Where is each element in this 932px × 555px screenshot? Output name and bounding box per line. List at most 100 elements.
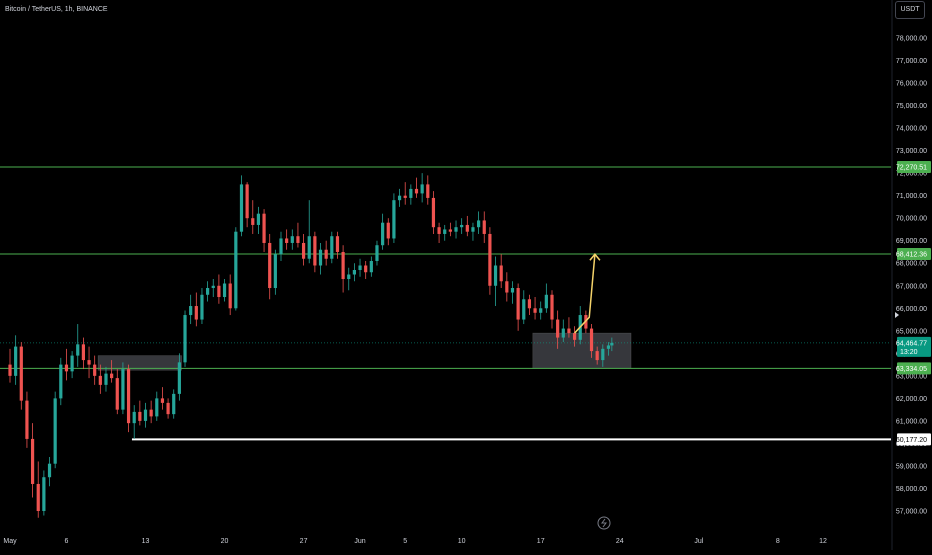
- zone-rect[interactable]: [532, 332, 632, 369]
- candle-body: [409, 188, 413, 198]
- candle-body: [285, 238, 289, 243]
- candle: [172, 389, 176, 419]
- candle: [437, 222, 441, 243]
- candle-body: [499, 265, 503, 282]
- candle-body: [488, 233, 492, 286]
- candle: [239, 175, 244, 237]
- candle: [567, 317, 571, 338]
- candle: [19, 342, 23, 410]
- level-price-label-bg: [897, 161, 931, 174]
- candle-body: [36, 483, 40, 511]
- candle-body: [347, 274, 351, 280]
- candle-body: [443, 229, 447, 234]
- candle: [268, 233, 272, 300]
- candle: [527, 294, 532, 316]
- candle: [87, 346, 91, 379]
- candle: [392, 193, 396, 243]
- candle-body: [59, 364, 63, 399]
- candle: [341, 245, 345, 293]
- candle: [510, 281, 515, 304]
- candle-body: [290, 236, 294, 243]
- candle-body: [403, 195, 407, 198]
- candle: [471, 222, 475, 241]
- zones-layer: [97, 332, 632, 371]
- y-axis[interactable]: 78,000.00 77,000.00 76,000.00 75,000.00 74,0…: [891, 0, 927, 550]
- candle: [420, 173, 424, 203]
- candle: [499, 254, 503, 289]
- candle: [539, 301, 543, 320]
- candle: [352, 263, 356, 282]
- candle: [138, 400, 142, 426]
- lightning-icon[interactable]: [597, 516, 611, 530]
- candle-body: [516, 288, 520, 320]
- candle: [273, 249, 277, 295]
- candle-body: [414, 188, 419, 194]
- y-tick-label: 74,000.00: [896, 126, 927, 133]
- candle: [313, 231, 317, 273]
- candle-body: [397, 195, 402, 201]
- candle: [30, 423, 35, 498]
- candle: [561, 319, 565, 343]
- candle: [465, 215, 469, 237]
- candle: [482, 211, 486, 243]
- candle-body: [358, 265, 362, 270]
- candle: [369, 256, 373, 277]
- x-tick-label: May: [3, 538, 17, 545]
- candle-body: [53, 398, 57, 464]
- candle: [516, 283, 520, 331]
- x-axis[interactable]: May 6 13 20 27 Jun 5 10 17 24 Jul 8 12: [3, 538, 827, 545]
- current-price-tag-bg: [897, 336, 931, 357]
- candle: [364, 260, 368, 280]
- projection-path[interactable]: [574, 254, 596, 334]
- candle-body: [335, 236, 340, 252]
- candle-body: [234, 231, 238, 309]
- candle-body: [25, 400, 29, 439]
- candle-body: [14, 346, 18, 376]
- x-tick-label: Jul: [694, 538, 703, 545]
- candle-body: [505, 281, 509, 293]
- candle-body: [8, 364, 12, 376]
- candle-body: [364, 265, 368, 273]
- candle-body: [149, 409, 153, 417]
- zone-rect[interactable]: [97, 355, 182, 371]
- candle: [251, 200, 255, 234]
- candle-body: [572, 333, 577, 340]
- y-tick-label: 65,000.00: [896, 328, 927, 335]
- candle: [228, 274, 232, 316]
- candle: [296, 222, 300, 248]
- level-price-label: 60,177.20: [896, 437, 927, 444]
- candle-body: [64, 364, 69, 372]
- candle-body: [70, 355, 74, 372]
- candle: [290, 229, 294, 250]
- candle: [335, 231, 340, 259]
- currency-button[interactable]: USDT: [895, 1, 925, 19]
- candle-body: [550, 294, 554, 320]
- candle: [493, 256, 498, 307]
- candle-body: [589, 328, 594, 352]
- candle: [544, 283, 548, 313]
- candle: [431, 191, 436, 234]
- lightning-icon-ring: [597, 516, 611, 530]
- candle: [234, 227, 238, 311]
- candle-body: [392, 200, 396, 239]
- candle-body: [567, 328, 571, 334]
- y-tick-label: 78,000.00: [896, 36, 927, 43]
- candle: [47, 456, 52, 487]
- candle-body: [98, 375, 102, 385]
- candle: [42, 470, 46, 516]
- y-tick-label: 63,000.00: [896, 373, 927, 380]
- candle: [460, 218, 464, 234]
- level-price-label-bg: [897, 362, 931, 375]
- x-tick-label: 12: [819, 538, 827, 545]
- candle-body: [76, 344, 80, 356]
- candle: [262, 209, 266, 252]
- candle: [245, 182, 249, 228]
- candle: [155, 391, 159, 421]
- level-price-label: 63,334.05: [896, 366, 927, 373]
- candle: [160, 387, 165, 410]
- candle-body: [431, 197, 436, 228]
- level-price-label-bg: [897, 247, 931, 260]
- candle: [285, 229, 289, 250]
